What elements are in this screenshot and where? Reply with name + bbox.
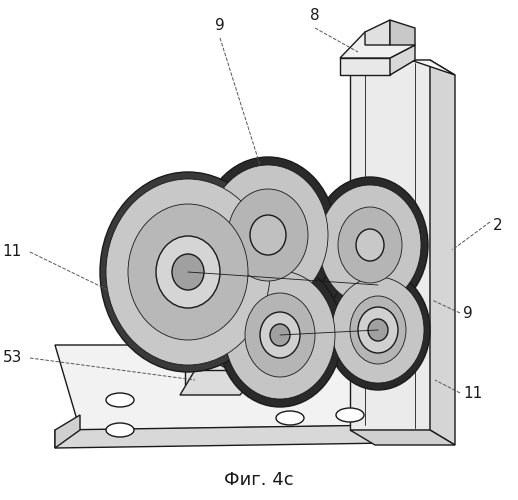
Ellipse shape (326, 270, 430, 390)
Ellipse shape (270, 324, 290, 346)
Ellipse shape (350, 296, 406, 364)
Ellipse shape (312, 177, 428, 313)
Polygon shape (340, 58, 390, 75)
Ellipse shape (225, 271, 335, 399)
Ellipse shape (319, 185, 421, 305)
Ellipse shape (172, 254, 204, 290)
Ellipse shape (128, 204, 248, 340)
Ellipse shape (228, 189, 308, 281)
Ellipse shape (358, 307, 398, 353)
Polygon shape (295, 235, 320, 385)
Ellipse shape (245, 293, 315, 377)
Ellipse shape (106, 179, 270, 365)
Polygon shape (180, 370, 260, 395)
Polygon shape (350, 48, 455, 75)
Polygon shape (365, 20, 390, 45)
Text: Фиг. 4c: Фиг. 4c (224, 471, 294, 489)
Polygon shape (185, 235, 320, 260)
Text: 2: 2 (493, 218, 502, 232)
Ellipse shape (332, 277, 424, 383)
Polygon shape (350, 60, 430, 430)
Ellipse shape (250, 215, 286, 255)
Ellipse shape (200, 157, 336, 313)
Polygon shape (55, 415, 80, 448)
Ellipse shape (260, 312, 300, 358)
Text: 9: 9 (463, 306, 473, 320)
Ellipse shape (156, 236, 220, 308)
Polygon shape (255, 265, 310, 290)
Polygon shape (430, 60, 455, 445)
Ellipse shape (218, 263, 342, 407)
Polygon shape (390, 408, 415, 443)
Polygon shape (340, 32, 415, 58)
Polygon shape (350, 430, 455, 445)
Ellipse shape (356, 229, 384, 261)
Text: 11: 11 (463, 386, 482, 400)
Text: 8: 8 (310, 8, 320, 23)
Text: 53: 53 (3, 350, 22, 366)
Text: 9: 9 (215, 18, 225, 33)
Polygon shape (390, 20, 415, 45)
Ellipse shape (100, 172, 276, 372)
Text: 11: 11 (3, 244, 22, 260)
Polygon shape (195, 320, 230, 370)
Ellipse shape (106, 423, 134, 437)
Polygon shape (390, 45, 415, 75)
Ellipse shape (218, 352, 242, 368)
Polygon shape (55, 345, 415, 430)
Ellipse shape (208, 165, 328, 305)
Ellipse shape (106, 393, 134, 407)
Polygon shape (185, 260, 295, 385)
Ellipse shape (223, 355, 237, 365)
Ellipse shape (338, 207, 402, 283)
Ellipse shape (276, 411, 304, 425)
Polygon shape (55, 425, 390, 448)
Ellipse shape (368, 319, 388, 341)
Ellipse shape (336, 408, 364, 422)
